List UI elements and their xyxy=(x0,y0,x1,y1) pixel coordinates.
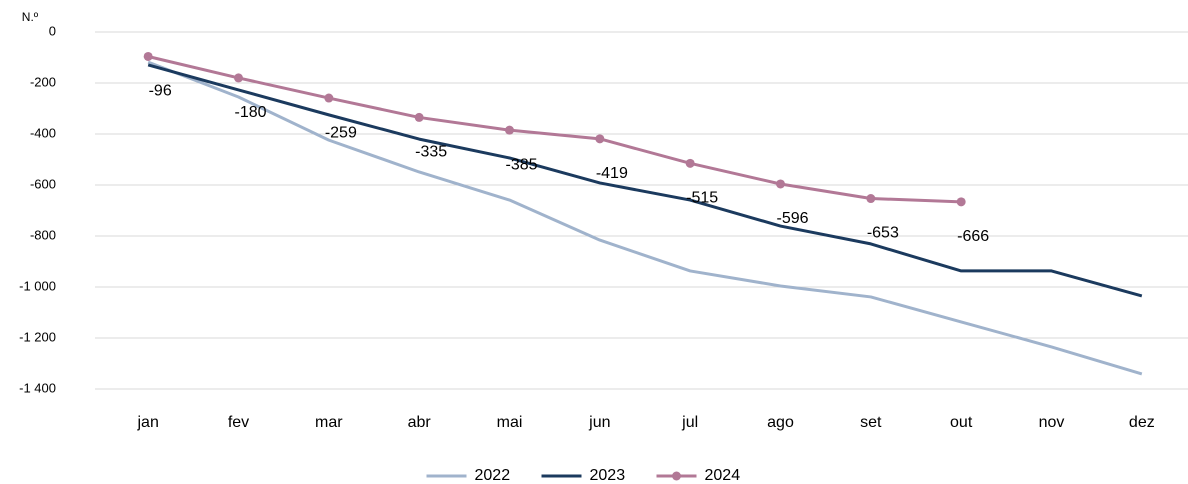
y-tick-label: 0 xyxy=(49,23,56,38)
point-marker xyxy=(324,93,334,103)
point-marker xyxy=(234,73,243,83)
data-label: -96 xyxy=(149,83,172,100)
x-tick-label: mai xyxy=(497,414,523,431)
point-marker xyxy=(143,51,153,61)
point-marker xyxy=(956,197,966,207)
data-label: -335 xyxy=(415,144,447,161)
data-label: -653 xyxy=(867,225,899,242)
x-tick-label: nov xyxy=(1039,414,1065,431)
x-tick-label: dez xyxy=(1129,414,1155,431)
data-label: -419 xyxy=(596,165,628,182)
x-tick-label: jul xyxy=(681,414,698,431)
data-label: -515 xyxy=(686,190,718,207)
legend-label: 2022 xyxy=(475,467,511,484)
data-label: -259 xyxy=(325,124,357,141)
legend-marker xyxy=(672,471,681,481)
x-tick-label: set xyxy=(860,414,882,431)
y-tick-label: -1 400 xyxy=(19,380,56,395)
series-line xyxy=(147,55,962,204)
y-tick-label: -1 000 xyxy=(19,278,56,293)
series-line xyxy=(147,60,1143,376)
point-marker xyxy=(505,125,514,135)
y-tick-label: -800 xyxy=(30,227,56,242)
x-tick-label: jun xyxy=(588,414,610,431)
point-marker xyxy=(776,179,785,189)
x-tick-label: jan xyxy=(136,414,158,431)
x-tick-label: abr xyxy=(408,414,432,431)
y-tick-label: -200 xyxy=(30,74,56,89)
series-line xyxy=(147,63,1143,298)
data-label: -385 xyxy=(505,156,537,173)
legend-label: 2024 xyxy=(705,467,741,484)
x-tick-label: fev xyxy=(228,414,249,431)
y-tick-label: -600 xyxy=(30,176,56,191)
data-label: -596 xyxy=(776,210,808,227)
y-tick-label: -400 xyxy=(30,125,56,140)
x-tick-label: mar xyxy=(315,414,343,431)
point-marker xyxy=(414,112,424,122)
y-axis-label: N.º xyxy=(22,10,39,24)
x-tick-label: out xyxy=(950,414,973,431)
data-label: -666 xyxy=(957,228,989,245)
point-marker xyxy=(866,194,876,204)
point-marker xyxy=(595,134,605,144)
data-label: -180 xyxy=(234,104,266,121)
x-tick-label: ago xyxy=(767,414,794,431)
point-marker xyxy=(685,158,695,168)
y-tick-label: -1 200 xyxy=(19,329,56,344)
legend-label: 2023 xyxy=(590,467,626,484)
